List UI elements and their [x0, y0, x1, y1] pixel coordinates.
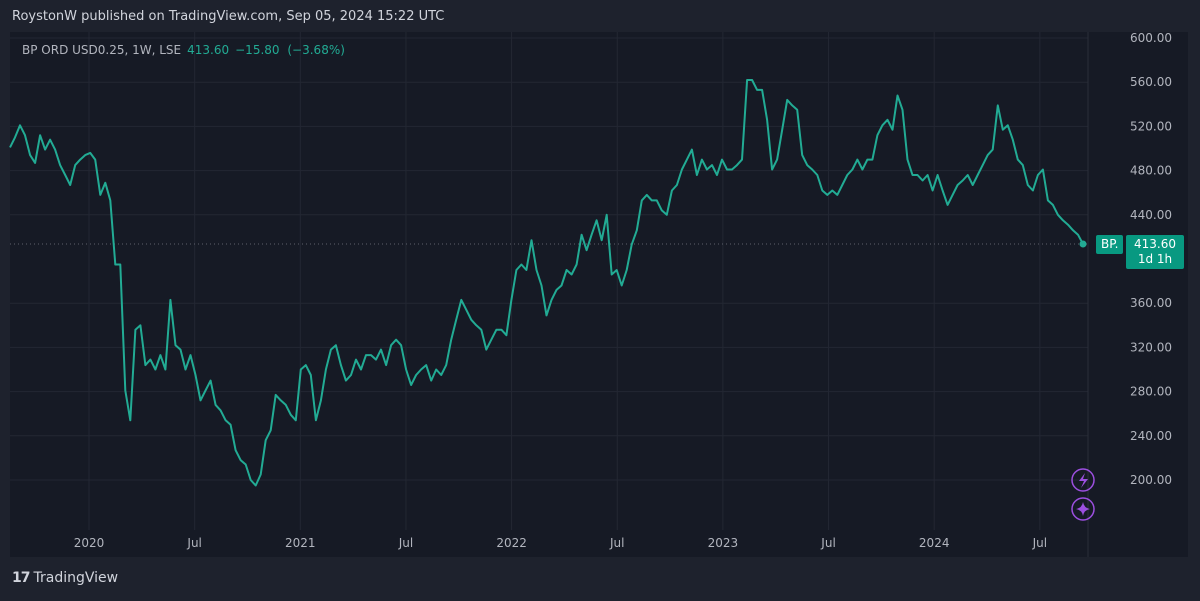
x-tick-label: 2024: [919, 536, 950, 550]
sparkle-glyph: [1076, 502, 1090, 516]
x-tick-label: 2023: [708, 536, 739, 550]
y-tick-label: 320.00: [1130, 340, 1172, 354]
x-tick-label: Jul: [398, 536, 413, 550]
legend-change: −15.80: [235, 43, 280, 57]
x-tick-label: Jul: [820, 536, 835, 550]
last-price-dot: [1079, 240, 1087, 248]
lightning-icon[interactable]: [1071, 468, 1095, 492]
x-tick-label: Jul: [609, 536, 624, 550]
tradingview-logo[interactable]: 17 TradingView: [12, 570, 118, 586]
y-tick-label: 560.00: [1130, 75, 1172, 89]
x-tick-label: 2020: [74, 536, 105, 550]
x-tick-label: Jul: [1032, 536, 1047, 550]
y-tick-label: 520.00: [1130, 119, 1172, 133]
publisher-line: RoystonW published on TradingView.com, S…: [12, 9, 445, 24]
y-tick-label: 440.00: [1130, 208, 1172, 222]
last-price: 413.60: [1134, 237, 1176, 251]
price-line-series: [9, 79, 1084, 487]
legend-change-pct: (−3.68%): [287, 43, 345, 57]
y-tick-label: 480.00: [1130, 164, 1172, 178]
tradingview-logo-icon: 17: [12, 570, 31, 586]
x-tick-label: 2022: [496, 536, 527, 550]
logo-text: TradingView: [33, 570, 119, 586]
y-tick-label: 200.00: [1130, 473, 1172, 487]
y-tick-label: 600.00: [1130, 31, 1172, 45]
lightning-glyph: [1079, 473, 1088, 488]
legend-last: 413.60: [187, 43, 230, 57]
sparkle-icon[interactable]: [1071, 497, 1095, 521]
bar-countdown: 1d 1h: [1137, 252, 1173, 266]
chart-panel[interactable]: [10, 32, 1188, 557]
y-tick-label: 360.00: [1130, 296, 1172, 310]
x-tick-label: 2021: [285, 536, 316, 550]
y-tick-label: 280.00: [1130, 385, 1172, 399]
y-tick-label: 240.00: [1130, 429, 1172, 443]
symbol-legend: BP ORD USD0.25, 1W, LSE 413.60 −15.80 (−3.…: [22, 43, 345, 57]
last-price-badge: 413.60 1d 1h: [1126, 235, 1184, 269]
x-tick-label: Jul: [186, 536, 201, 550]
legend-symbol: BP ORD USD0.25, 1W, LSE: [22, 43, 182, 57]
ticker-badge: BP.: [1096, 235, 1124, 254]
